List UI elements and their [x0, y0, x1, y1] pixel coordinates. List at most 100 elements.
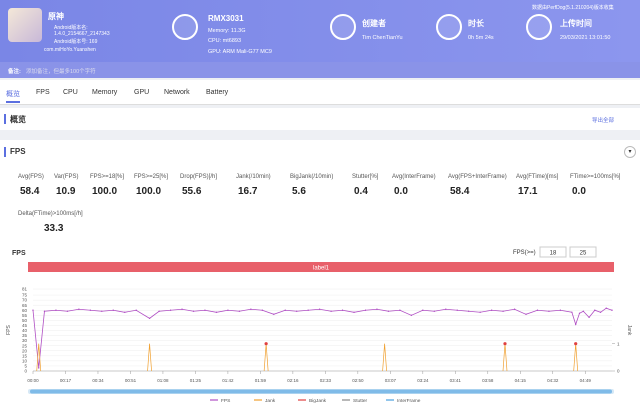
- y-axis-label: FPS: [6, 324, 12, 334]
- x-tick-label: 02:33: [320, 378, 332, 383]
- band: [28, 262, 614, 272]
- legend-label[interactable]: Stutter: [353, 398, 368, 404]
- fps-point: [433, 310, 435, 312]
- x-tick-label: 01:59: [255, 378, 267, 383]
- fps-point: [55, 309, 57, 311]
- fps-point: [101, 310, 103, 312]
- collapse-button[interactable]: ▾: [624, 146, 636, 158]
- fps-point: [513, 308, 516, 310]
- x-tick-label: 03:24: [417, 378, 429, 383]
- memory: Memory: 11.3G: [208, 28, 246, 34]
- y-tick-label: 15: [22, 353, 28, 358]
- metric-value: 5.6: [292, 186, 306, 197]
- fps-point: [89, 309, 92, 311]
- export-all[interactable]: 导出全部: [592, 118, 615, 124]
- note[interactable]: 添加备注，但最多100个字符: [26, 69, 96, 75]
- fps-point: [410, 314, 413, 317]
- metric-value: 33.3: [44, 223, 64, 234]
- tab[interactable]: 概览: [6, 91, 20, 98]
- fps-point: [578, 312, 581, 314]
- tab[interactable]: Network: [164, 89, 190, 96]
- fps-point: [422, 309, 424, 311]
- fps-point: [238, 310, 241, 312]
- fps-point: [399, 309, 401, 311]
- app-info: Android版本号: 169: [54, 39, 98, 45]
- threshold-value: 18: [550, 251, 557, 257]
- accent: [4, 147, 6, 157]
- y-tick-label: 50: [22, 318, 28, 323]
- y-tick-label: 5: [24, 364, 27, 369]
- fps-point: [284, 309, 286, 311]
- tab[interactable]: FPS: [36, 89, 50, 96]
- fps-point: [330, 310, 332, 312]
- legend-label[interactable]: Jank: [265, 398, 276, 404]
- upload-time: 29/03/2021 13:01:50: [560, 35, 611, 41]
- metric-label: Avg(InterFrame): [392, 174, 436, 180]
- fps-point: [364, 309, 367, 311]
- app-name: 原神: [48, 12, 64, 21]
- collected-by: 数据由PerfDog(5.1.210204)版本收集: [532, 5, 614, 11]
- creator-icon: [330, 14, 356, 40]
- note-label: 备注:: [8, 69, 21, 75]
- fps-point: [158, 310, 160, 312]
- fps-point: [376, 308, 378, 310]
- jank-spike: [147, 343, 152, 372]
- duration-icon: [436, 14, 462, 40]
- tab[interactable]: Memory: [92, 89, 118, 96]
- x-tick-label: 03:41: [450, 378, 462, 383]
- y-tick-label: 25: [22, 343, 28, 348]
- fps-point: [536, 309, 539, 311]
- chart-title: FPS: [12, 250, 26, 257]
- fps-point: [548, 310, 550, 312]
- app-icon: [8, 8, 42, 42]
- x-tick-label: 00:00: [27, 378, 39, 383]
- jank-spike: [502, 343, 508, 372]
- legend-label[interactable]: InterFrame: [397, 398, 421, 404]
- fps-point: [38, 367, 40, 369]
- metric-value: 0.0: [572, 186, 586, 197]
- metric-label: Avg(FPS): [18, 174, 44, 180]
- y-tick-label: 0: [24, 369, 27, 374]
- scrollbar-thumb[interactable]: [30, 389, 612, 394]
- y-tick-label: 45: [22, 323, 28, 328]
- x-tick-label: 04:32: [547, 378, 559, 383]
- legend-label[interactable]: BigJank: [309, 398, 327, 404]
- y-tick-label: 75: [22, 293, 28, 298]
- overview-bar: [0, 108, 640, 130]
- fps-point: [571, 311, 573, 313]
- metric-label: Stutter[%]: [352, 174, 379, 180]
- fps-point: [525, 313, 527, 316]
- tab[interactable]: Battery: [206, 89, 229, 96]
- fps-point: [112, 309, 114, 311]
- metric-value: 100.0: [136, 186, 162, 197]
- metric-label: FPS>=25[%]: [134, 174, 169, 180]
- y-tick-label: 70: [22, 298, 28, 303]
- x-tick-label: 02:50: [352, 378, 364, 383]
- tab[interactable]: CPU: [63, 89, 78, 96]
- metric-label: FTime>=100ms[%]: [570, 174, 621, 180]
- tab[interactable]: GPU: [134, 89, 150, 96]
- fps-point: [456, 309, 458, 311]
- y-tick-label: 65: [22, 303, 28, 308]
- app-info: Android版本名:: [54, 25, 88, 31]
- metric-value: 10.9: [56, 186, 76, 197]
- upload-label: 上传时间: [560, 19, 592, 28]
- fps-point: [215, 311, 218, 313]
- fps-point: [574, 323, 577, 326]
- fps-point: [605, 307, 607, 309]
- fps-point: [318, 308, 321, 310]
- x-tick-label: 04:15: [515, 378, 527, 383]
- fps-title: FPS: [10, 147, 26, 156]
- x-tick-label: 03:07: [385, 378, 397, 383]
- tab-bar: [0, 80, 640, 105]
- legend-label[interactable]: FPS: [221, 398, 230, 404]
- threshold-input[interactable]: [539, 246, 567, 258]
- threshold-input[interactable]: [569, 246, 597, 258]
- duration-label: 时长: [468, 19, 484, 28]
- y-tick-label: 81: [22, 287, 28, 292]
- bigjank-point: [574, 342, 578, 346]
- fps-point: [273, 313, 275, 316]
- fps-point: [261, 309, 264, 311]
- fps-point: [588, 316, 590, 319]
- y-tick-label: 55: [22, 313, 28, 318]
